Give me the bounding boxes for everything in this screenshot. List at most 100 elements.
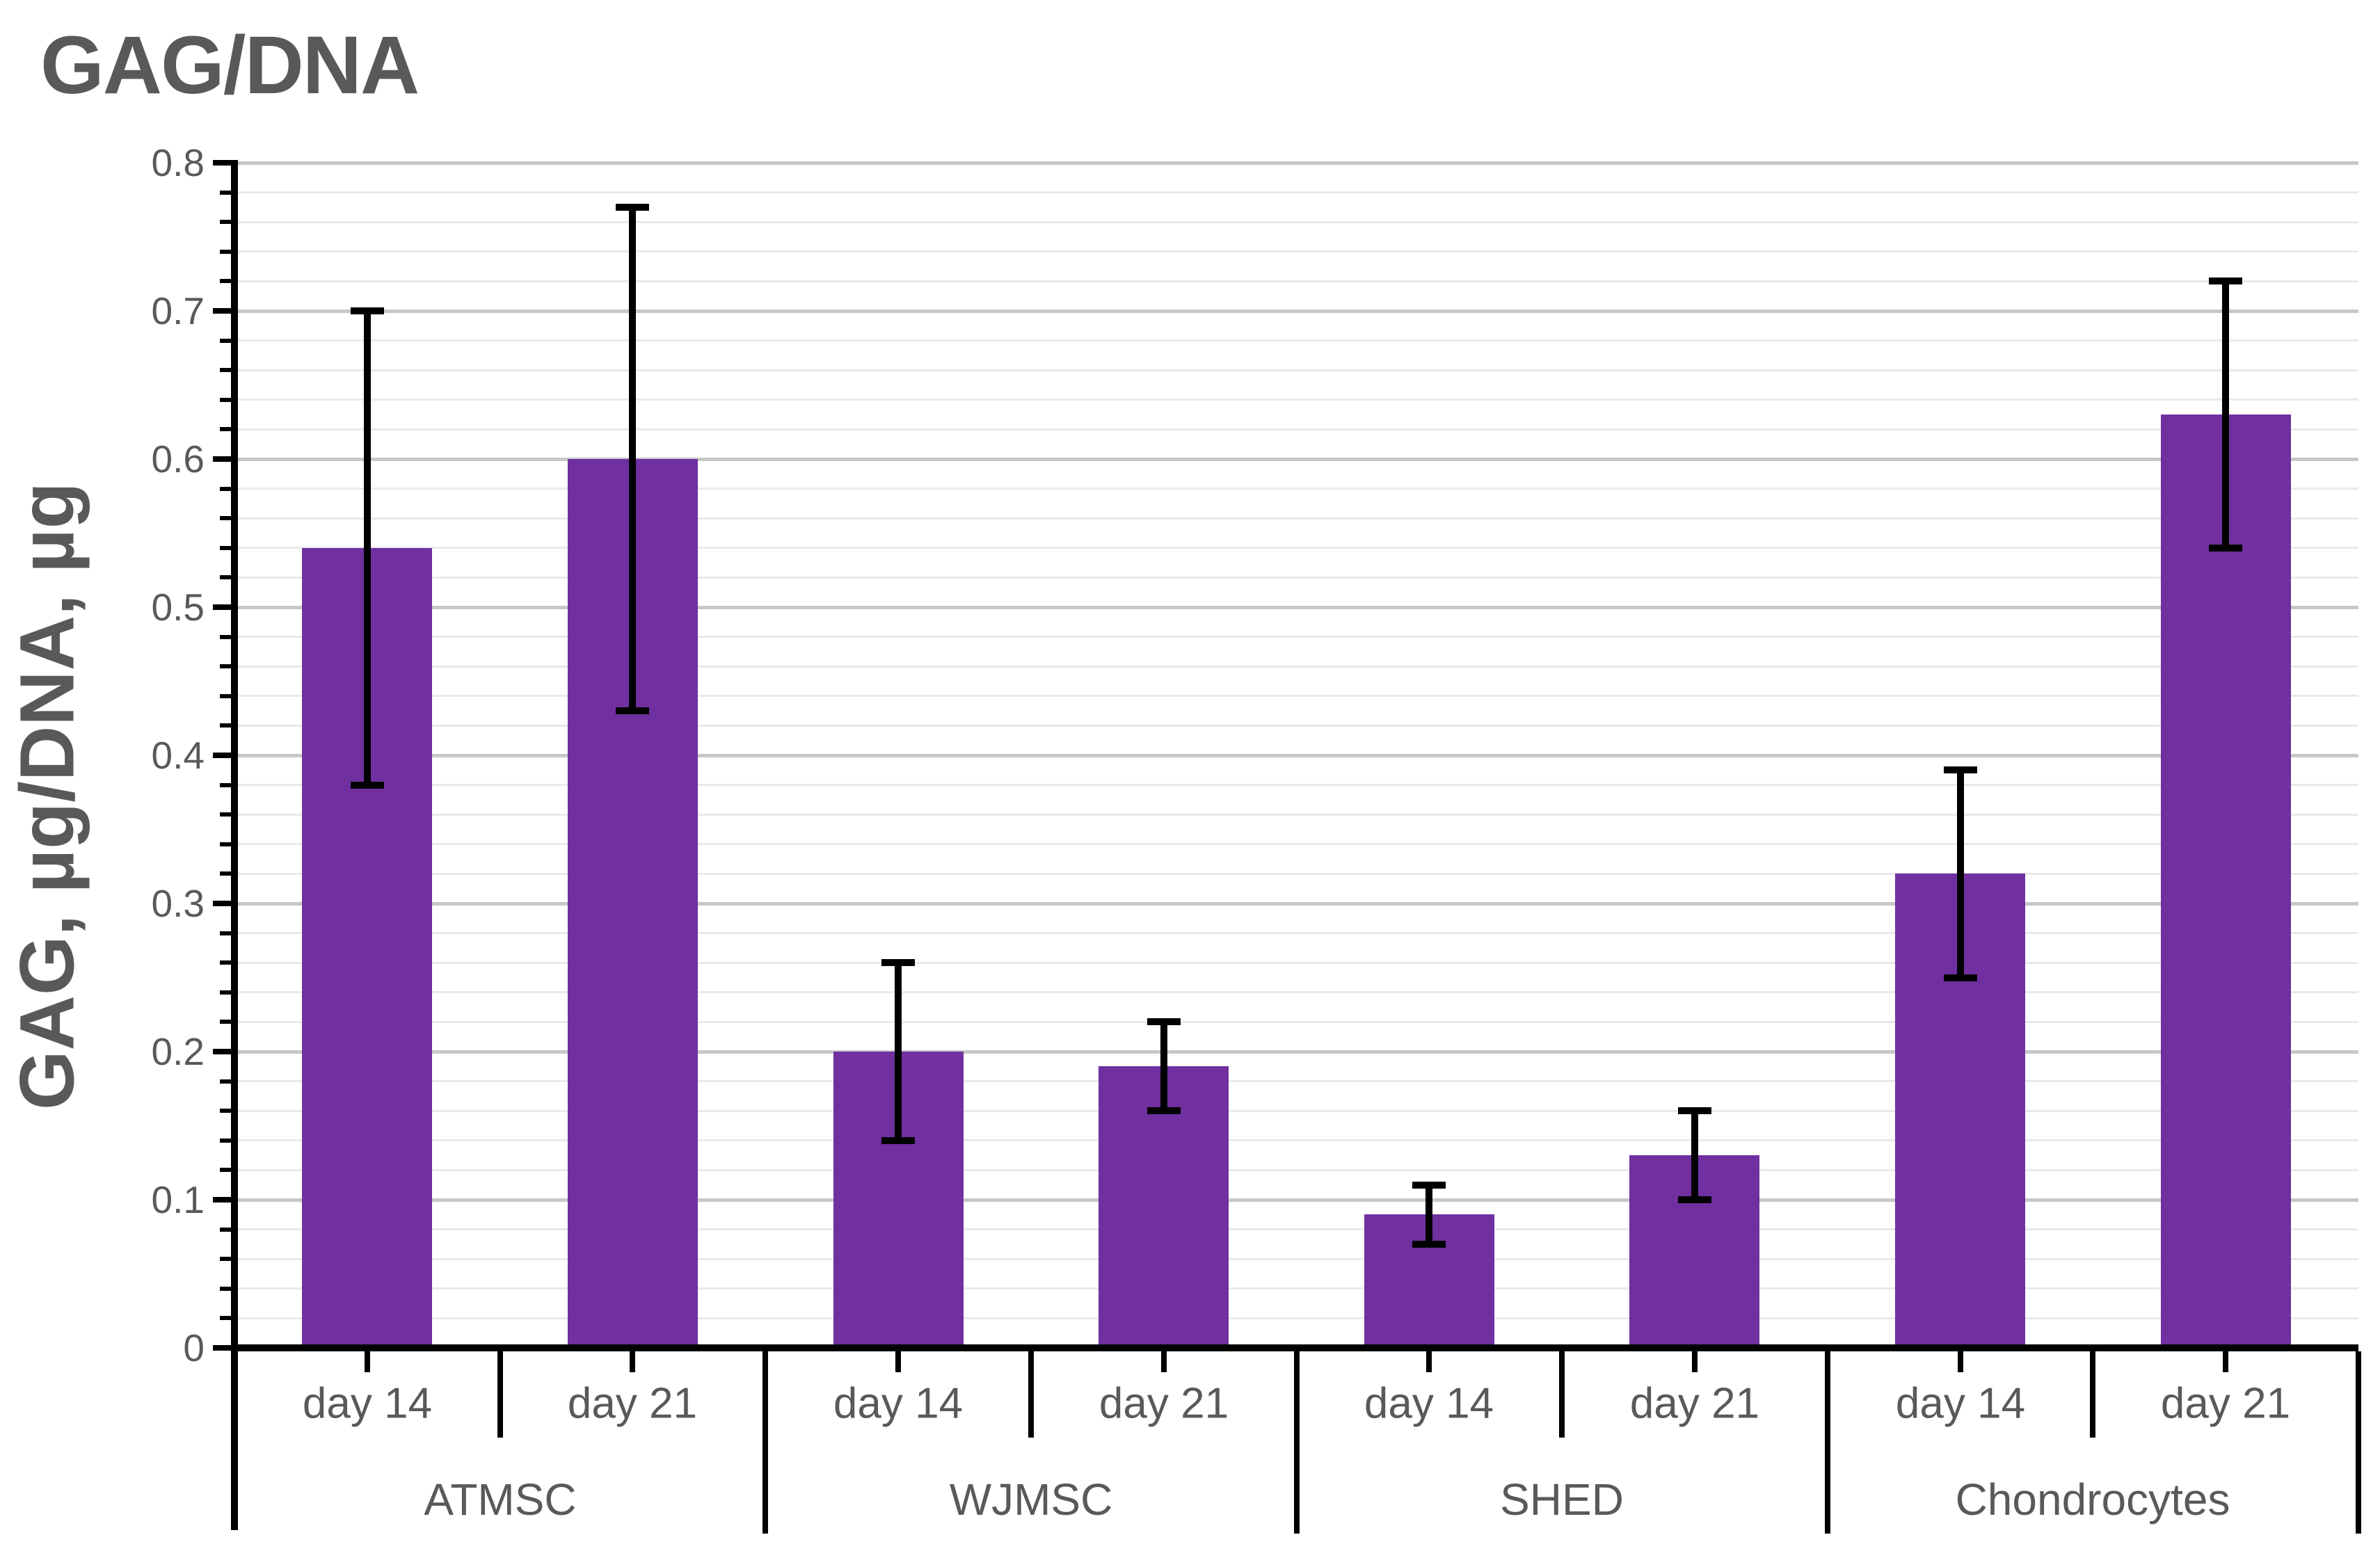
y-tick-minor [220, 842, 231, 846]
y-gridline-major [238, 754, 2358, 757]
y-tick-major [213, 308, 231, 314]
y-tick-minor [220, 812, 231, 817]
y-tick-label: 0.3 [151, 882, 205, 925]
y-tick-major [213, 456, 231, 462]
error-bar-cap-top [881, 959, 915, 966]
bar-chondrocytes-day21 [2161, 415, 2291, 1348]
x-group-separator [762, 1351, 768, 1534]
x-tick [1958, 1351, 1963, 1372]
y-tick-major [213, 604, 231, 610]
y-gridline-major [238, 161, 2358, 165]
y-gridline-minor [238, 1287, 2358, 1289]
error-bar-cap-top [1147, 1018, 1181, 1025]
y-tick-label: 0.7 [151, 289, 205, 332]
y-gridline-minor [238, 1110, 2358, 1112]
error-bar-cap-top [616, 204, 649, 211]
y-tick-major [213, 1345, 231, 1351]
y-tick-minor [220, 871, 231, 876]
error-bar-cap-bottom [1147, 1107, 1181, 1114]
y-gridline-minor [238, 1258, 2358, 1260]
x-day-separator [2090, 1351, 2095, 1438]
x-axis-label-day: day 21 [567, 1379, 698, 1428]
error-bar-cap-bottom [1412, 1241, 1446, 1248]
y-tick-minor [220, 1287, 231, 1291]
x-axis-label-day: day 14 [833, 1379, 964, 1428]
x-axis-label-group: Chondrocytes [1955, 1474, 2230, 1525]
error-bar-cap-bottom [1944, 974, 1977, 981]
y-gridline-minor [238, 814, 2358, 816]
y-gridline-minor [238, 962, 2358, 964]
y-gridline-minor [238, 666, 2358, 668]
y-gridline-major [238, 606, 2358, 609]
error-bar-stem [364, 311, 371, 785]
y-tick-major [213, 1049, 231, 1054]
x-axis-label-day: day 14 [1895, 1379, 2026, 1428]
x-day-separator [1028, 1351, 1034, 1438]
y-tick-major [213, 753, 231, 758]
y-axis-line [231, 160, 238, 1530]
y-tick-minor [220, 339, 231, 343]
error-bar-stem [1691, 1111, 1698, 1200]
x-axis-label-day: day 21 [1099, 1379, 1229, 1428]
x-day-separator [497, 1351, 503, 1438]
y-tick-minor [220, 398, 231, 402]
y-tick-label: 0.6 [151, 437, 205, 481]
x-tick [2223, 1351, 2228, 1372]
x-tick [630, 1351, 635, 1372]
y-gridline-minor [238, 191, 2358, 193]
error-bar-cap-bottom [1678, 1196, 1711, 1203]
error-bar-cap-top [1944, 766, 1977, 773]
y-tick-minor [220, 783, 231, 787]
y-tick-minor [220, 516, 231, 520]
error-bar-cap-top [351, 307, 384, 314]
y-gridline-major [238, 1198, 2358, 1202]
y-tick-minor [220, 1257, 231, 1261]
y-tick-minor [220, 279, 231, 283]
y-gridline-minor [238, 488, 2358, 490]
x-day-separator [1559, 1351, 1565, 1438]
chart-title: GAG/DNA [40, 19, 420, 111]
y-gridline-major [238, 309, 2358, 313]
x-tick [1692, 1351, 1698, 1372]
x-axis-label-day: day 21 [2160, 1379, 2291, 1428]
y-gridline-minor [238, 843, 2358, 845]
y-gridline-major [238, 902, 2358, 906]
y-gridline-minor [238, 280, 2358, 282]
y-tick-major [213, 901, 231, 906]
y-gridline-minor [238, 369, 2358, 371]
y-gridline-major [238, 458, 2358, 461]
y-tick-minor [220, 1139, 231, 1143]
y-gridline-minor [238, 1228, 2358, 1230]
error-bar-stem [895, 963, 902, 1141]
y-tick-minor [220, 990, 231, 995]
x-axis-label-day: day 14 [1364, 1379, 1494, 1428]
y-tick-minor [220, 427, 231, 431]
y-gridline-minor [238, 339, 2358, 341]
error-bar-stem [629, 207, 636, 711]
x-group-separator [2356, 1351, 2361, 1534]
y-tick-label: 0.4 [151, 734, 205, 777]
y-tick-label: 0.2 [151, 1030, 205, 1073]
y-gridline-minor [238, 221, 2358, 223]
y-tick-minor [220, 635, 231, 639]
y-gridline-minor [238, 577, 2358, 579]
x-axis-label-day: day 14 [302, 1379, 433, 1428]
x-axis-line [231, 1344, 2358, 1351]
y-tick-minor [220, 191, 231, 195]
error-bar-cap-top [1678, 1107, 1711, 1114]
error-bar-cap-bottom [2209, 545, 2242, 552]
x-axis-label-day: day 21 [1629, 1379, 1760, 1428]
y-tick-minor [220, 723, 231, 727]
y-gridline-minor [238, 1139, 2358, 1141]
error-bar-stem [2222, 281, 2229, 547]
y-gridline-minor [238, 1021, 2358, 1023]
x-tick [1426, 1351, 1432, 1372]
y-tick-minor [220, 368, 231, 372]
y-tick-minor [220, 960, 231, 965]
y-tick-minor [220, 1079, 231, 1084]
y-tick-minor [220, 694, 231, 698]
y-tick-minor [220, 487, 231, 491]
error-bar-stem [1160, 1022, 1167, 1111]
y-tick-label: 0.1 [151, 1178, 205, 1221]
